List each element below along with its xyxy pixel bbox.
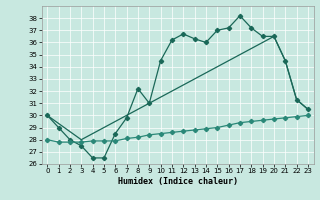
X-axis label: Humidex (Indice chaleur): Humidex (Indice chaleur) (118, 177, 237, 186)
